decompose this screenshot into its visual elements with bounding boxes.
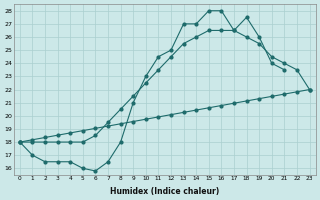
X-axis label: Humidex (Indice chaleur): Humidex (Indice chaleur) — [110, 187, 219, 196]
